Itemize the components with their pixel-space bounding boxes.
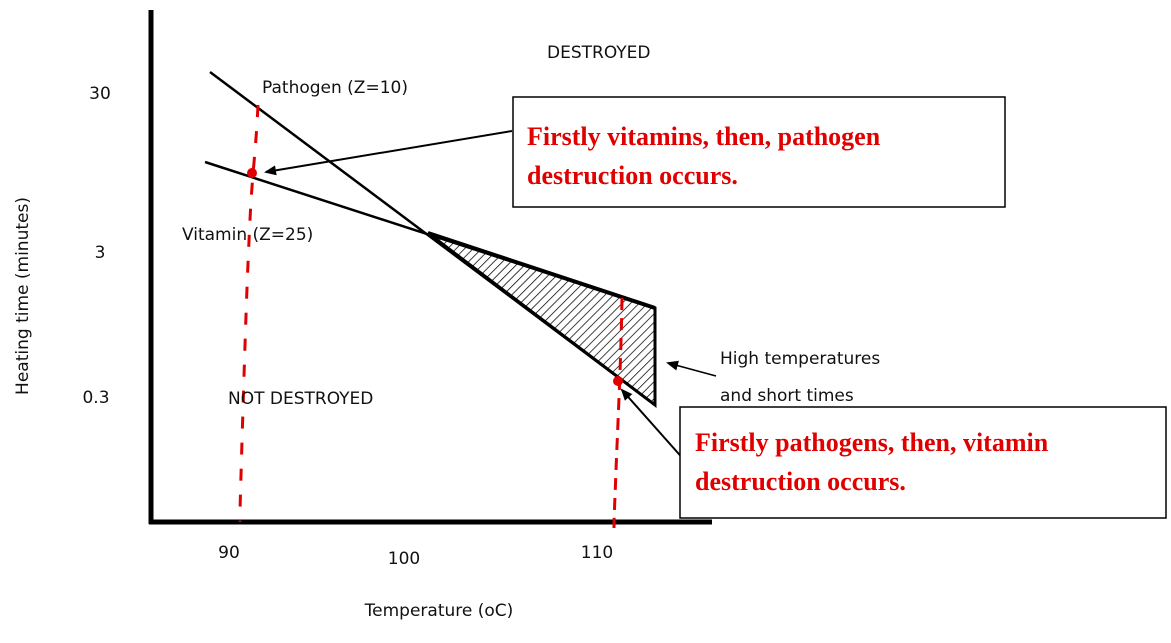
- pathogen-line: [209, 70, 656, 407]
- note: and short times: [720, 386, 854, 406]
- arrow: [666, 360, 717, 377]
- x-tick-label: 90: [218, 543, 240, 563]
- line-label: Pathogen (Z=10): [262, 78, 408, 98]
- region-label: DESTROYED: [547, 43, 651, 63]
- x-axis-label: Temperature (oC): [364, 601, 514, 621]
- y-tick-label: 0.3: [82, 388, 109, 408]
- x-tick-label: 100: [388, 549, 420, 569]
- red-dashed-guide: [612, 297, 624, 529]
- y-axis-label: Heating time (minutes): [13, 197, 33, 395]
- vitamin-line-bold: [427, 231, 656, 310]
- note: High temperatures: [720, 349, 880, 369]
- callout-text: Firstly pathogens, then, vitamin: [695, 428, 1049, 457]
- callout-box: [512, 96, 1006, 208]
- arrow: [264, 130, 513, 176]
- y-tick-label: 3: [95, 243, 106, 263]
- x-tick-label: 110: [581, 543, 613, 563]
- red-point: [247, 168, 257, 178]
- y-tick-label: 30: [89, 84, 111, 104]
- callout-text: destruction occurs.: [695, 467, 906, 496]
- callout-text: Firstly vitamins, then, pathogen: [527, 122, 881, 151]
- callout-box: [679, 406, 1167, 519]
- red-point: [613, 376, 623, 386]
- line-label: Vitamin (Z=25): [182, 225, 313, 245]
- callout-text: destruction occurs.: [527, 161, 738, 190]
- region-label: NOT DESTROYED: [228, 389, 373, 409]
- red-dashed-guide: [238, 104, 260, 523]
